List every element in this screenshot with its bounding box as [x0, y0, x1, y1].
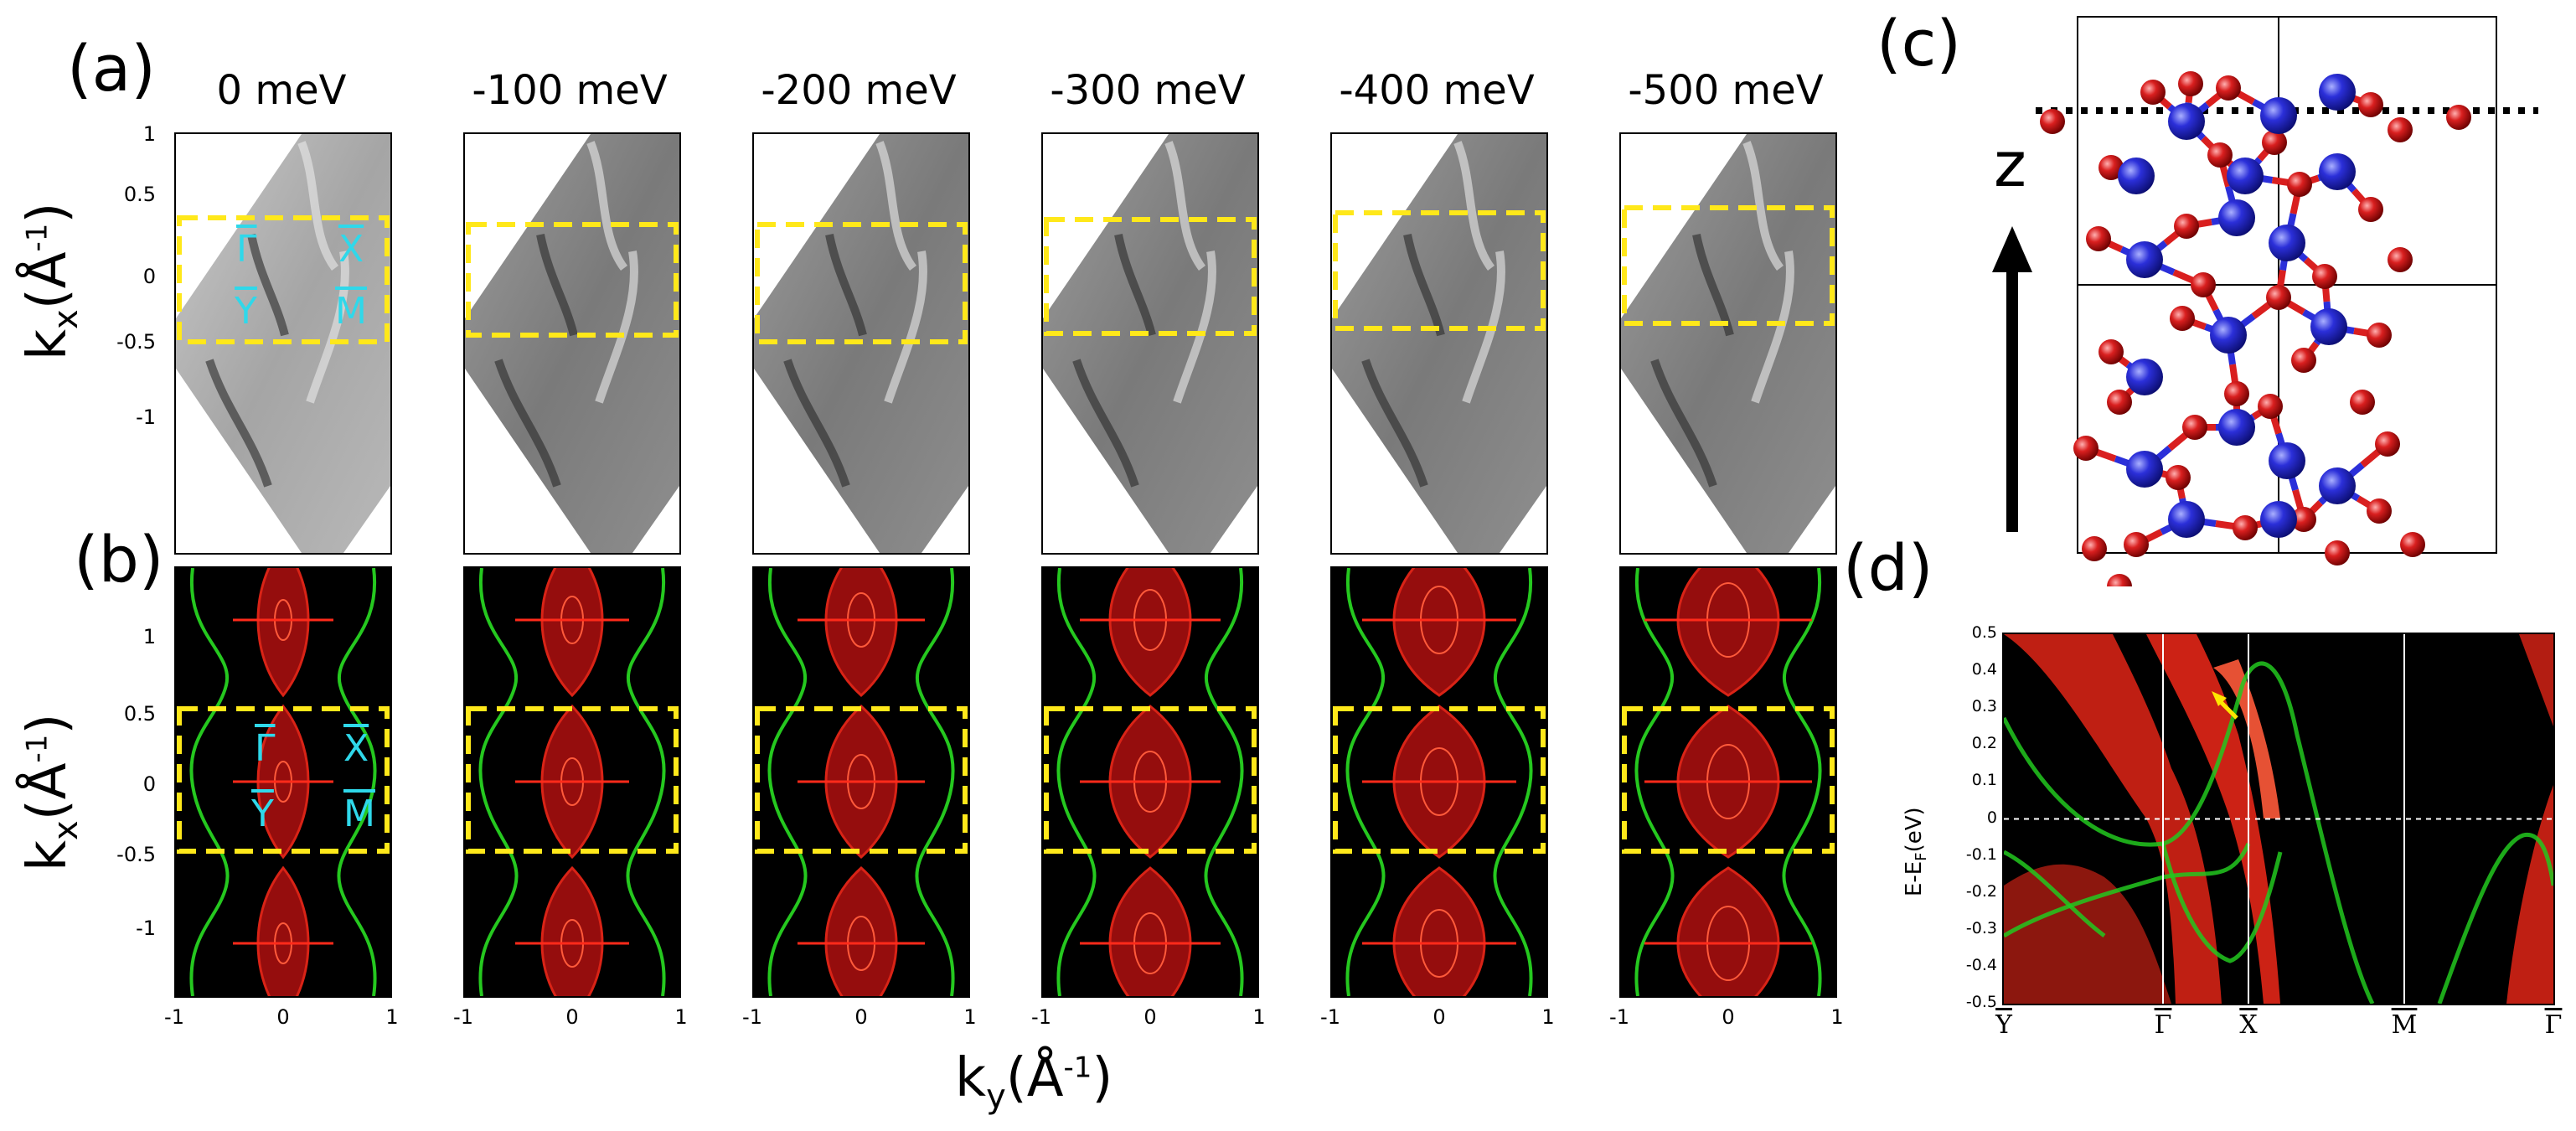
label-x-b: X [343, 727, 369, 770]
energy-title-4: -400 meV [1339, 67, 1535, 114]
band-ylabel: E-EF(eV) [1902, 807, 1931, 896]
band-xtick-1: Γ [2154, 1010, 2172, 1040]
ky-axis-label: ky(Å-1) [955, 1047, 1113, 1116]
label-m-a: M [335, 290, 367, 333]
band-ytick-5: 0 [1986, 808, 1997, 827]
xtick-5-2: 1 [1830, 1005, 1844, 1029]
band-ytick-4: 0.1 [1971, 771, 1997, 790]
label-m-b: M [343, 793, 375, 835]
a-ytick-neg0.5: -0.5 [116, 330, 156, 354]
label-y-a: Y [235, 290, 257, 333]
spectral-map-4 [1330, 566, 1548, 998]
band-ytick-8: -0.3 [1965, 918, 1997, 937]
band-xtick-2: X [2239, 1010, 2258, 1040]
band-ytick-2: 0.3 [1971, 697, 1997, 716]
label-gamma-b: Γ [255, 727, 276, 770]
b-ytick-0.5: 0.5 [123, 702, 156, 726]
xtick-3-2: 1 [1252, 1005, 1266, 1029]
xtick-5-0: -1 [1609, 1005, 1629, 1029]
spectral-map-5 [1619, 566, 1837, 998]
xtick-0-0: -1 [164, 1005, 184, 1029]
xtick-2-2: 1 [963, 1005, 977, 1029]
xtick-3-0: -1 [1031, 1005, 1051, 1029]
b-ytick-0: 0 [142, 772, 156, 796]
crystal-structure [1992, 16, 2538, 586]
xtick-4-1: 0 [1433, 1005, 1446, 1029]
xtick-4-0: -1 [1320, 1005, 1340, 1029]
band-xtick-0: Y [1995, 1010, 2012, 1040]
xtick-1-0: -1 [453, 1005, 473, 1029]
band-ytick-6: -0.1 [1965, 844, 1997, 864]
panel-c-label: (c) [1877, 6, 1962, 80]
arpes-map-4 [1330, 132, 1548, 555]
xtick-1-1: 0 [565, 1005, 579, 1029]
xtick-2-1: 0 [854, 1005, 868, 1029]
band-ytick-10: -0.5 [1965, 993, 1997, 1011]
band-ytick-1: 0.4 [1971, 660, 1997, 679]
a-ytick-neg1: -1 [136, 405, 156, 429]
spectral-map-3 [1041, 566, 1259, 998]
xtick-1-2: 1 [674, 1005, 688, 1029]
b-ytick-neg0.5: -0.5 [116, 843, 156, 866]
energy-title-0: 0 meV [216, 67, 347, 114]
xtick-4-2: 1 [1541, 1005, 1555, 1029]
energy-title-5: -500 meV [1628, 67, 1824, 114]
arpes-map-3 [1041, 132, 1259, 555]
band-structure-plot [2002, 633, 2555, 1005]
spectral-map-0 [174, 566, 392, 998]
arpes-map-0 [174, 132, 392, 555]
energy-title-1: -100 meV [472, 67, 668, 114]
band-ytick-0: 0.5 [1971, 623, 1997, 642]
a-ytick-0: 0 [142, 265, 156, 288]
panel-a-label: (a) [67, 31, 156, 106]
band-ytick-7: -0.2 [1965, 881, 1997, 901]
band-xtick-3: M [2391, 1010, 2418, 1040]
panel-b-label: (b) [74, 522, 164, 596]
band-ytick-3: 0.2 [1971, 734, 1997, 753]
panel-d-label: (d) [1843, 530, 1933, 605]
label-gamma-a: Γ [236, 228, 257, 271]
kx-axis-label-b: kx(Å-1) [17, 713, 85, 871]
band-xtick-4: Γ [2544, 1010, 2563, 1040]
label-x-a: X [338, 228, 364, 271]
energy-title-3: -300 meV [1050, 67, 1246, 114]
kx-axis-label-a: kx(Å-1) [17, 202, 85, 360]
arpes-map-1 [463, 132, 681, 555]
arpes-map-2 [752, 132, 970, 555]
spectral-map-2 [752, 566, 970, 998]
a-ytick-0.5: 0.5 [123, 183, 156, 206]
label-y-b: Y [251, 793, 274, 835]
arpes-map-5 [1619, 132, 1837, 555]
xtick-0-2: 1 [385, 1005, 399, 1029]
xtick-3-1: 0 [1143, 1005, 1157, 1029]
xtick-2-0: -1 [742, 1005, 762, 1029]
b-ytick-neg1: -1 [136, 917, 156, 940]
xtick-5-1: 0 [1722, 1005, 1735, 1029]
energy-title-2: -200 meV [761, 67, 957, 114]
b-ytick-1: 1 [142, 625, 156, 648]
spectral-map-1 [463, 566, 681, 998]
a-ytick-1: 1 [142, 122, 156, 146]
z-axis-label: z [1994, 129, 2026, 201]
band-ytick-9: -0.4 [1965, 955, 1997, 974]
xtick-0-1: 0 [276, 1005, 290, 1029]
